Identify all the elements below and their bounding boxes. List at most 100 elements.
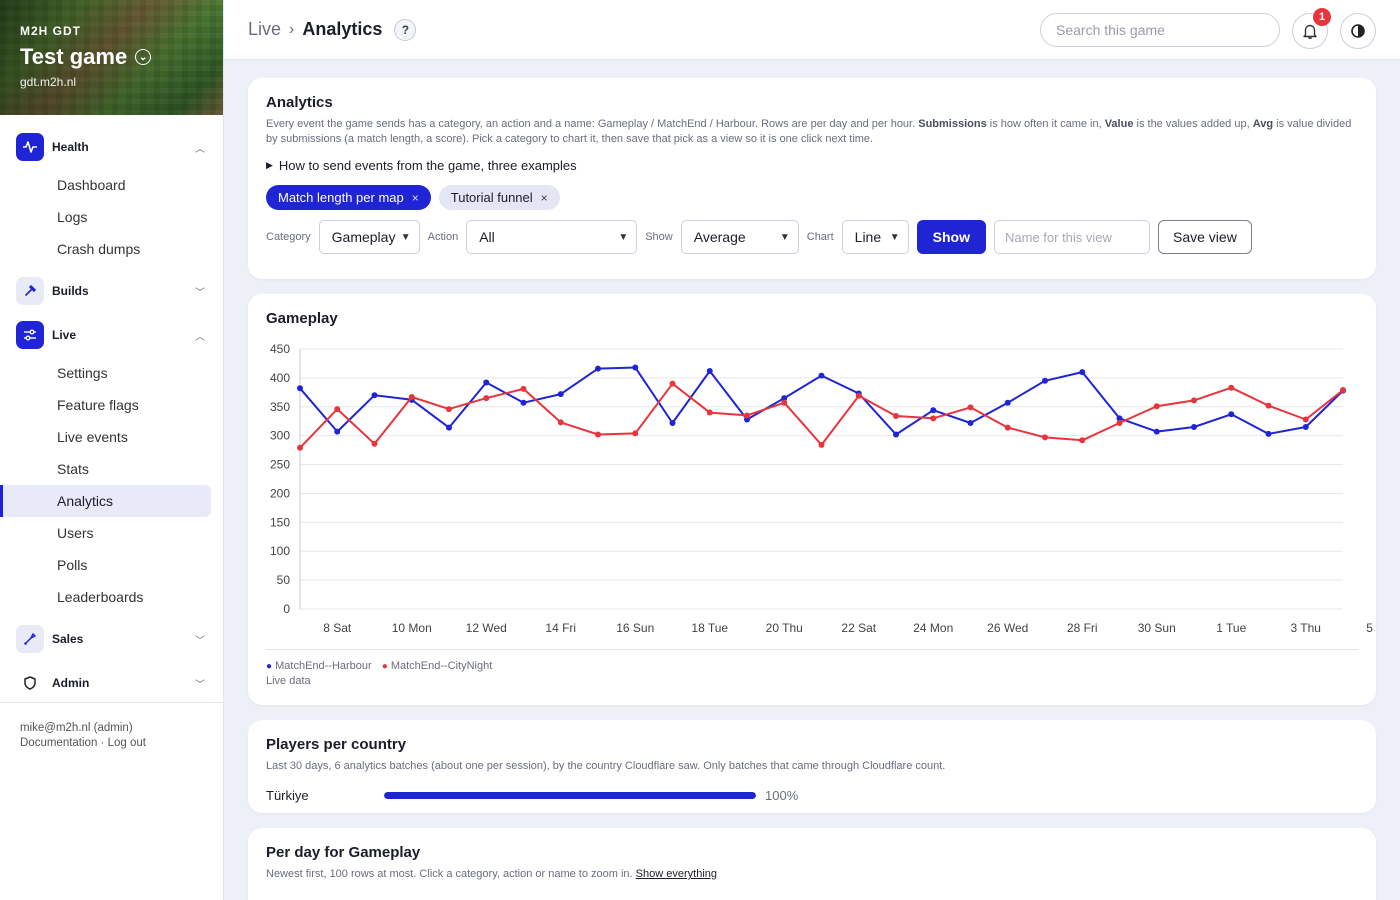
perday-desc-text: Newest first, 100 rows at most. Click a … [266,868,636,880]
nav-group-sales[interactable]: Sales ﹀ [0,617,223,661]
chart-type-value: Line [854,229,882,245]
sidebar-item-feature-flags[interactable]: Feature flags [57,397,139,413]
category-label: Category [266,231,311,243]
show-value: Average [693,229,746,245]
view-chip-match-length[interactable]: Match length per map × [266,185,431,210]
game-header[interactable]: M2H GDT Test game ⌄ gdt.m2h.nl [0,0,223,115]
data-point [595,431,601,438]
sidebar-footer: mike@m2h.nl (admin) Documentation · Log … [0,702,223,769]
sidebar-item-settings[interactable]: Settings [57,365,108,381]
chevron-circle-icon[interactable]: ⌄ [135,49,152,65]
chevron-down-icon: ▼ [400,231,411,243]
sidebar-item-crash-dumps[interactable]: Crash dumps [57,241,141,257]
show-button[interactable]: Show [916,220,986,254]
sidebar-item-polls[interactable]: Polls [57,557,88,573]
legend-item-citynight[interactable]: ● MatchEnd--CityNight [382,660,493,672]
x-tick-label: 30 Sun [1138,621,1176,635]
perday-title: Per day for Gameplay [266,844,421,861]
data-point [595,365,601,372]
data-point [1116,415,1123,422]
view-chip-label: Tutorial funnel [450,190,533,205]
data-point [1042,434,1048,441]
data-point [1116,419,1123,426]
pulse-icon [16,133,44,161]
category-select[interactable]: Gameplay ▼ [318,220,420,254]
sidebar-item-live-events[interactable]: Live events [57,429,128,445]
nav-group-live[interactable]: Live ︿ [0,313,223,357]
y-tick-label: 200 [270,486,290,500]
x-tick-label: 1 Tue [1216,621,1246,635]
data-point [297,444,303,451]
perday-description: Newest first, 100 rows at most. Click a … [266,867,1358,882]
show-select[interactable]: Average ▼ [680,220,799,254]
close-icon[interactable]: × [411,190,419,205]
contrast-icon [1351,24,1365,38]
data-point [483,379,490,386]
countries-title: Players per country [266,736,407,753]
help-icon[interactable]: ? [394,18,417,41]
chart-type-select[interactable]: Line ▼ [841,220,909,254]
data-point [967,404,974,411]
sidebar-item-dashboard[interactable]: Dashboard [57,177,126,193]
sidebar-item-analytics[interactable]: Analytics [0,485,211,517]
y-tick-label: 100 [270,544,290,558]
page-title: Analytics [302,19,383,39]
data-point [371,440,378,447]
sidebar-item-stats[interactable]: Stats [57,461,89,477]
nav-group-builds[interactable]: Builds ﹀ [0,269,223,313]
nav-group-label: Live [52,328,77,342]
chevron-up-icon: ︿ [195,331,205,343]
logout-link[interactable]: Log out [107,737,146,749]
save-view-button[interactable]: Save view [1158,220,1252,254]
data-point [408,393,415,400]
show-everything-link[interactable]: Show everything [635,868,717,880]
data-point [446,406,452,413]
sidebar-item-leaderboards[interactable]: Leaderboards [57,589,144,605]
data-point [520,399,527,406]
theme-toggle-button[interactable] [1340,13,1376,49]
live-data-label: Live data [266,675,311,687]
view-chip-label: Match length per map [278,190,404,205]
analytics-description: Every event the game sends has a categor… [266,118,1352,145]
chevron-down-icon: ﹀ [195,679,205,691]
search-input[interactable] [1040,13,1280,47]
nav-group-admin[interactable]: Admin ﹀ [0,661,223,705]
view-chip-tutorial-funnel[interactable]: Tutorial funnel × [438,185,560,210]
sidebar-item-logs[interactable]: Logs [57,209,88,225]
chevron-up-icon: ︿ [195,143,205,155]
notifications-button[interactable]: 1 [1292,8,1331,49]
nav-group-label: Admin [52,676,90,690]
nav-group-health[interactable]: Health ︿ [0,125,223,169]
data-point [781,395,788,402]
country-share-percent: 100% [765,788,799,803]
bell-icon [1303,24,1317,39]
legend-item-harbour[interactable]: ● MatchEnd--Harbour [266,660,372,672]
data-point [1191,424,1197,430]
data-point [1042,377,1048,384]
documentation-link[interactable]: Documentation [20,737,98,749]
view-name-input[interactable] [994,220,1150,254]
action-select[interactable]: All ▼ [466,220,638,254]
breadcrumb: Live › Analytics [248,19,382,40]
howto-disclosure[interactable]: ▶ How to send events from the game, thre… [266,158,1358,173]
analytics-card: Analytics Every event the game sends has… [248,78,1376,279]
y-tick-label: 300 [270,429,290,443]
footer-separator: · [97,737,108,749]
data-point [334,428,341,435]
data-point [297,385,303,392]
chart-title: Gameplay [266,310,338,327]
org-name: M2H GDT [20,24,81,38]
close-icon[interactable]: × [540,190,548,205]
legend-label: MatchEnd--Harbour [275,660,372,672]
breadcrumb-live[interactable]: Live [248,19,282,39]
howto-label: How to send events from the game, three … [278,158,577,173]
sidebar-nav: Health ︿ Dashboard Logs Crash dumps Buil… [0,115,223,705]
hammer-icon [16,277,44,305]
notification-count-badge: 1 [1313,8,1331,26]
data-point [334,406,341,413]
game-name[interactable]: Test game ⌄ [20,44,152,70]
sidebar-item-users[interactable]: Users [57,525,94,541]
data-point [893,413,899,420]
data-point [1153,403,1160,410]
x-tick-label: 14 Fri [545,621,576,635]
